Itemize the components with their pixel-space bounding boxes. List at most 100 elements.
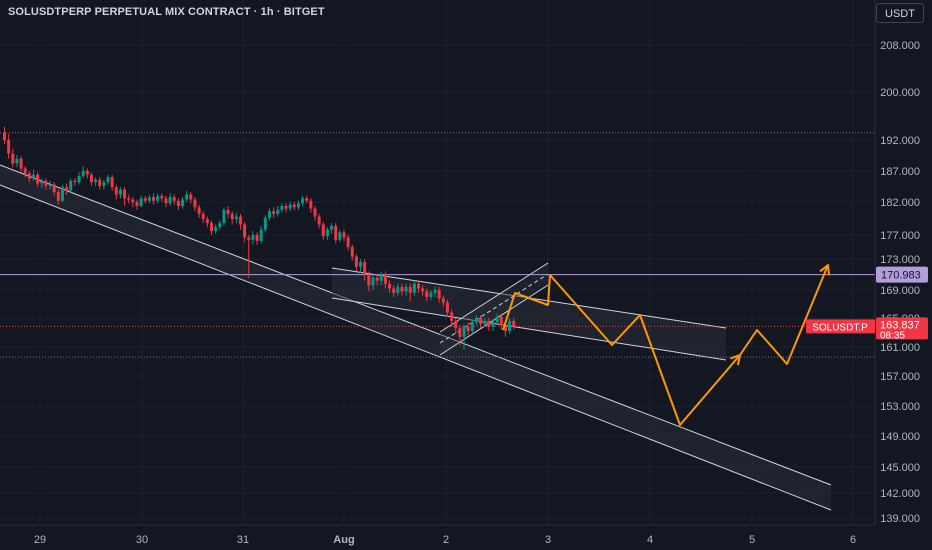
projection-line: [502, 264, 829, 426]
candle-body: [3, 132, 6, 140]
candle-body: [234, 216, 238, 220]
candle-body: [499, 316, 503, 326]
last-price-text: 163.837: [880, 319, 920, 331]
lower-wide-channel-fill: [0, 165, 831, 510]
candle-body: [243, 224, 247, 238]
candle-body: [106, 177, 110, 183]
candle-body: [44, 180, 48, 186]
candle-body: [255, 235, 259, 241]
candle-body: [383, 274, 387, 284]
lower-wide-channel-bottom-line: [0, 184, 832, 511]
candle-body: [89, 174, 93, 183]
y-tick-label: 177.000: [880, 230, 920, 242]
candle-body: [342, 232, 346, 238]
candle-body: [354, 256, 358, 267]
x-tick-label: 6: [850, 534, 856, 546]
candle-body: [367, 274, 371, 286]
candle-body: [276, 209, 280, 214]
candle-body: [118, 189, 122, 195]
candle-body: [309, 200, 313, 209]
candle-body: [379, 274, 383, 281]
candle-body: [201, 213, 205, 220]
candle-body: [164, 198, 168, 204]
currency-button[interactable]: USDT: [876, 3, 924, 23]
candle-body: [98, 179, 102, 186]
candle-body: [313, 208, 317, 217]
y-tick-label: 139.000: [880, 513, 920, 525]
candle-body: [247, 237, 251, 240]
candle-body: [429, 292, 433, 297]
last-price-tag-bg: [876, 317, 928, 340]
candlesticks: [3, 126, 516, 350]
candle-body: [508, 320, 512, 332]
candle-body: [495, 316, 499, 323]
candle-body: [85, 171, 89, 175]
time-axis[interactable]: 29 30 31 Aug 2 3 4 5 6: [0, 524, 875, 546]
candle-body: [205, 219, 209, 224]
candle-body: [147, 197, 151, 201]
candle-body: [296, 203, 300, 208]
candle-body: [334, 225, 338, 240]
candle-body: [259, 229, 263, 241]
symbol-title: SOLUSDTPERP PERPETUAL MIX CONTRACT · 1h …: [8, 6, 325, 18]
candle-body: [292, 204, 296, 208]
candle-body: [392, 288, 396, 293]
candle-body: [487, 320, 491, 327]
candle-body: [491, 322, 495, 327]
countdown-text: 08:35: [880, 330, 905, 341]
level-price-text: 170.983: [881, 270, 921, 282]
y-tick-label: 149.000: [880, 431, 920, 443]
candle-body: [458, 328, 462, 337]
candle-body: [400, 286, 404, 292]
candle-body: [466, 326, 470, 332]
candle-body: [15, 158, 19, 164]
candle-body: [168, 197, 172, 204]
candle-body: [77, 175, 81, 183]
candle-body: [127, 198, 131, 200]
candle-body: [470, 322, 474, 332]
price-axis[interactable]: 208.000 200.000 192.000 187.000 182.000 177.0…: [874, 0, 920, 525]
candle-body: [454, 320, 458, 329]
projection-path: [502, 264, 831, 426]
descending-channel-bottom-line: [331, 297, 727, 361]
candle-body: [36, 174, 40, 184]
y-tick-label: 187.000: [880, 166, 920, 178]
candle-body: [474, 318, 478, 323]
candle-body: [73, 180, 77, 183]
candle-body: [280, 205, 284, 210]
candle-body: [408, 286, 412, 293]
candle-body: [238, 216, 242, 225]
grid-lines: [0, 0, 875, 525]
candle-body: [437, 290, 441, 299]
candle-body: [226, 209, 230, 214]
candle-body: [193, 199, 197, 208]
candle-body: [388, 283, 392, 289]
candle-body: [81, 171, 85, 176]
candle-body: [110, 177, 114, 188]
candle-body: [139, 198, 143, 206]
candle-body: [69, 180, 73, 191]
candle-body: [40, 180, 44, 184]
candle-body: [123, 189, 127, 199]
horizontal-levels: [0, 132, 875, 358]
candle-body: [338, 232, 342, 240]
candle-body: [152, 197, 156, 201]
candle-body: [114, 187, 118, 195]
candle-body: [359, 262, 363, 267]
candle-body: [462, 326, 466, 337]
candle-body: [325, 229, 329, 237]
candle-body: [143, 198, 147, 201]
y-tick-label: 161.000: [880, 342, 920, 354]
candle-body: [218, 223, 222, 228]
y-tick-label: 153.000: [880, 401, 920, 413]
candle-body: [181, 199, 185, 206]
candle-body: [421, 288, 425, 292]
candle-body: [214, 227, 218, 232]
candle-body: [284, 205, 288, 209]
y-tick-label: 145.000: [880, 462, 920, 474]
candle-body: [503, 325, 507, 332]
x-tick-label: Aug: [333, 534, 354, 546]
candle-body: [11, 153, 15, 164]
candle-body: [251, 235, 255, 240]
